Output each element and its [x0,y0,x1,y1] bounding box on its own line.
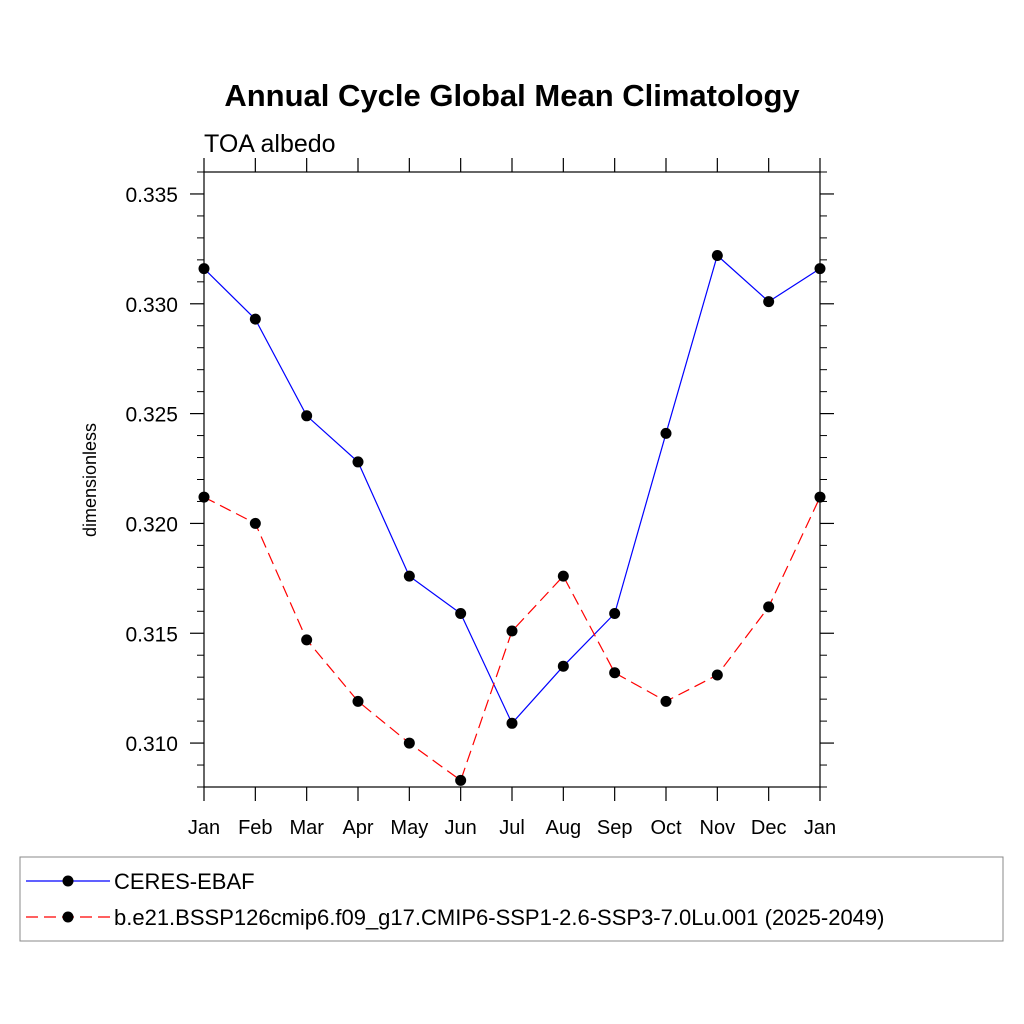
y-tick-label: 0.325 [125,404,178,427]
legend-box [19,856,1004,942]
x-tick-label: Jun [445,817,477,839]
data-point [301,634,313,646]
y-tick-label: 0.310 [125,733,178,756]
data-point [403,570,415,582]
x-tick-label: Mar [289,817,324,839]
y-tick-label: 0.320 [125,513,178,536]
data-point [352,695,364,707]
y-tick-label: 0.330 [125,294,178,317]
x-tick-label: May [390,817,428,839]
data-point [711,669,723,681]
data-point [609,607,621,619]
data-point [814,491,826,503]
axis-ticks [190,158,834,801]
x-tick-label: Jan [188,817,220,839]
x-tick-label: Nov [700,817,736,839]
data-point [763,296,775,308]
data-point [249,313,261,325]
series-line [203,254,821,725]
data-point [249,517,261,529]
data-point [352,456,364,468]
x-tick-label: Aug [546,817,582,839]
x-tick-labels: Jan Feb Mar Apr May Jun Jul Aug Sep Oct Nov Dec Jan [188,817,836,839]
series-1 [198,491,826,786]
x-tick-label: Jan [804,817,836,839]
chart-subtitle: TOA albedo [204,130,336,158]
data-point [609,667,621,679]
x-tick-label: Sep [597,817,633,839]
y-tick-labels: 0.310 0.315 0.320 0.325 0.330 0.335 [125,184,178,756]
data-point [455,774,467,786]
x-tick-label: Dec [751,817,787,839]
data-point [403,737,415,749]
chart-title: Annual Cycle Global Mean Climatology [224,78,800,113]
data-point [301,410,313,422]
data-point [711,249,723,261]
y-tick-label: 0.315 [125,623,178,646]
data-point [198,491,210,503]
data-point [557,570,569,582]
data-point [814,263,826,275]
data-point [198,263,210,275]
data-point [557,660,569,672]
legend-marker-model [62,911,74,923]
series-line [203,496,821,782]
x-tick-label: Apr [342,817,373,839]
series-0 [198,249,826,729]
data-point [506,717,518,729]
data-point [660,427,672,439]
legend-label-ceres: CERES-EBAF [114,869,255,894]
y-axis-label: dimensionless [80,423,100,537]
data-point [763,601,775,613]
legend-label-model: b.e21.BSSP126cmip6.f09_g17.CMIP6-SSP1-2.… [114,905,884,930]
data-point [506,625,518,637]
x-tick-label: Feb [238,817,272,839]
series-layer [198,249,826,786]
x-tick-label: Jul [499,817,525,839]
data-point [455,607,467,619]
x-tick-label: Oct [650,817,682,839]
data-point [660,695,672,707]
legend-marker-ceres [62,875,74,887]
legend: CERES-EBAF b.e21.BSSP126cmip6.f09_g17.CM… [19,856,1004,942]
y-tick-label: 0.335 [125,184,178,207]
